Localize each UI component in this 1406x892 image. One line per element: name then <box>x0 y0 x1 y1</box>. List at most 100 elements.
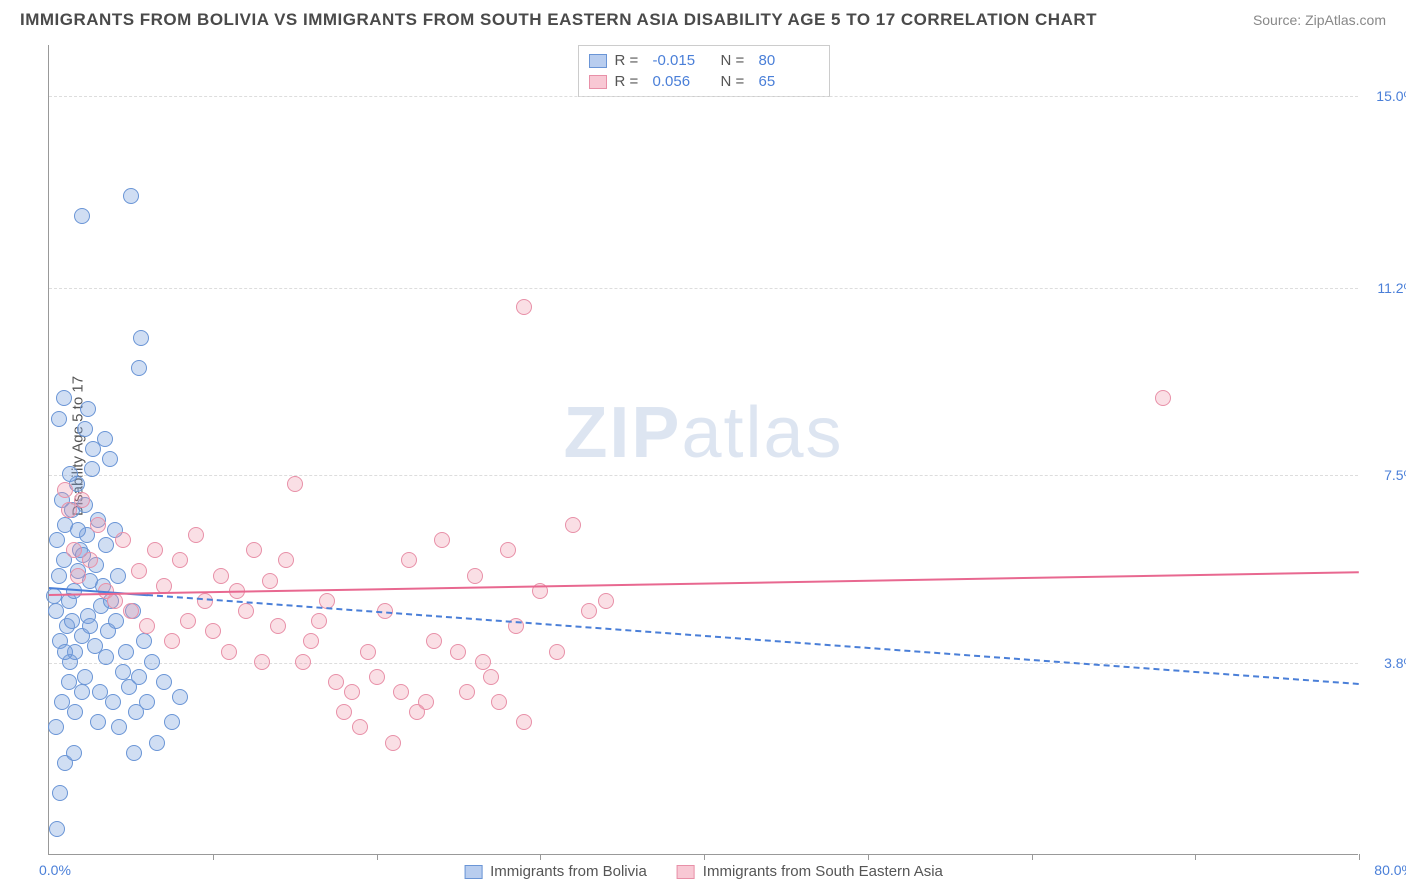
data-point <box>77 669 93 685</box>
legend-r-value: -0.015 <box>653 52 713 69</box>
data-point <box>238 603 254 619</box>
y-tick-label: 3.8% <box>1384 655 1406 671</box>
data-point <box>111 719 127 735</box>
data-point <box>52 785 68 801</box>
y-tick-label: 15.0% <box>1376 88 1406 104</box>
data-point <box>491 694 507 710</box>
data-point <box>77 421 93 437</box>
legend-swatch <box>589 54 607 68</box>
data-point <box>254 654 270 670</box>
data-point <box>126 745 142 761</box>
data-point <box>262 573 278 589</box>
x-tick <box>1032 854 1033 860</box>
x-tick <box>868 854 869 860</box>
data-point <box>516 714 532 730</box>
watermark: ZIPatlas <box>563 392 843 474</box>
data-point <box>147 542 163 558</box>
data-point <box>131 360 147 376</box>
data-point <box>144 654 160 670</box>
data-point <box>107 593 123 609</box>
data-point <box>450 644 466 660</box>
gridline <box>49 96 1358 97</box>
data-point <box>295 654 311 670</box>
data-point <box>84 461 100 477</box>
data-point <box>139 618 155 634</box>
data-point <box>66 542 82 558</box>
gridline <box>49 475 1358 476</box>
legend-row: R =0.056N =65 <box>589 71 819 92</box>
data-point <box>483 669 499 685</box>
data-point <box>115 532 131 548</box>
data-point <box>369 669 385 685</box>
data-point <box>287 476 303 492</box>
data-point <box>221 644 237 660</box>
data-point <box>108 613 124 629</box>
data-point <box>205 623 221 639</box>
data-point <box>303 633 319 649</box>
data-point <box>123 188 139 204</box>
data-point <box>90 517 106 533</box>
data-point <box>581 603 597 619</box>
data-point <box>74 684 90 700</box>
data-point <box>64 613 80 629</box>
data-point <box>66 745 82 761</box>
data-point <box>336 704 352 720</box>
watermark-light: atlas <box>681 393 843 473</box>
legend-swatch <box>464 865 482 879</box>
series-legend: Immigrants from Bolivia Immigrants from S… <box>464 863 943 880</box>
x-min-label: 0.0% <box>39 862 71 878</box>
data-point <box>74 492 90 508</box>
data-point <box>105 694 121 710</box>
data-point <box>131 563 147 579</box>
source-label: Source: ZipAtlas.com <box>1253 12 1386 28</box>
data-point <box>278 552 294 568</box>
data-point <box>311 613 327 629</box>
data-point <box>188 527 204 543</box>
data-point <box>459 684 475 700</box>
data-point <box>48 719 64 735</box>
data-point <box>118 644 134 660</box>
data-point <box>393 684 409 700</box>
legend-swatch <box>589 75 607 89</box>
data-point <box>123 603 139 619</box>
data-point <box>156 674 172 690</box>
correlation-legend: R =-0.015N =80R =0.056N =65 <box>578 45 830 97</box>
data-point <box>136 633 152 649</box>
data-point <box>516 299 532 315</box>
legend-r-value: 0.056 <box>653 73 713 90</box>
legend-n-label: N = <box>721 73 751 90</box>
data-point <box>385 735 401 751</box>
data-point <box>51 411 67 427</box>
x-max-label: 80.0% <box>1374 862 1406 878</box>
legend-n-value: 65 <box>759 73 819 90</box>
data-point <box>1155 390 1171 406</box>
legend-label: Immigrants from Bolivia <box>490 863 647 880</box>
data-point <box>565 517 581 533</box>
data-point <box>328 674 344 690</box>
data-point <box>98 537 114 553</box>
data-point <box>270 618 286 634</box>
legend-n-label: N = <box>721 52 751 69</box>
data-point <box>149 735 165 751</box>
data-point <box>360 644 376 660</box>
x-tick <box>540 854 541 860</box>
data-point <box>57 482 73 498</box>
gridline <box>49 288 1358 289</box>
data-point <box>82 618 98 634</box>
legend-item: Immigrants from South Eastern Asia <box>677 863 943 880</box>
data-point <box>49 532 65 548</box>
legend-swatch <box>677 865 695 879</box>
data-point <box>352 719 368 735</box>
data-point <box>172 689 188 705</box>
data-point <box>131 669 147 685</box>
data-point <box>56 390 72 406</box>
data-point <box>51 568 67 584</box>
data-point <box>67 704 83 720</box>
data-point <box>180 613 196 629</box>
x-tick <box>1359 854 1360 860</box>
data-point <box>246 542 262 558</box>
data-point <box>164 714 180 730</box>
data-point <box>49 821 65 837</box>
data-point <box>90 714 106 730</box>
data-point <box>62 466 78 482</box>
